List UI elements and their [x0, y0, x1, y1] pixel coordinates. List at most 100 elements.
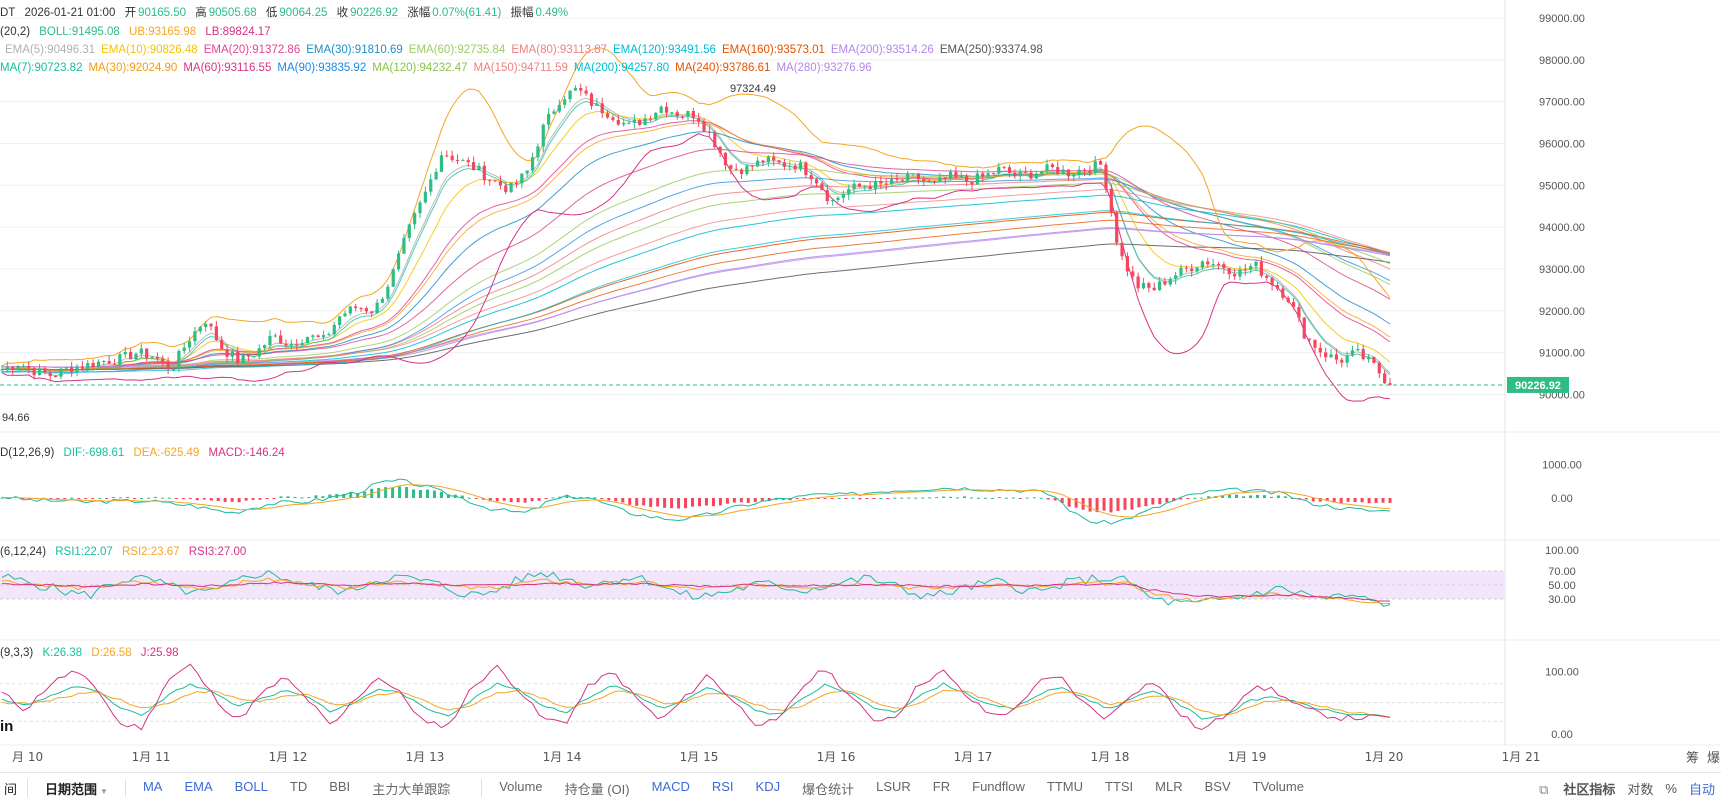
sub-indicator-tab-bsv[interactable]: BSV	[1204, 778, 1231, 794]
candle-body	[681, 116, 685, 118]
ema-legend[interactable]: EMA(5):90496.31 EMA(10):90826.48 EMA(20):9…	[5, 43, 1049, 57]
sub-indicator-tab-oi[interactable]: 持仓量 (OI)	[564, 781, 630, 797]
date-range-button[interactable]: 日期范围 ▼	[45, 781, 108, 797]
candle-body	[423, 191, 427, 203]
candle-body	[118, 354, 122, 365]
macd-legend[interactable]: D(12,26,9) DIF:-698.61 DEA:-625.49 MACD:…	[0, 446, 291, 460]
bar-time: 2026-01-21 01:00	[24, 7, 116, 19]
sub-indicator-tab-mlr[interactable]: MLR	[1155, 778, 1183, 794]
kdj-legend[interactable]: (9,3,3) K:26.38 D:26.58 J:25.98	[0, 646, 185, 660]
macd-histogram-bar	[928, 497, 932, 499]
candle-body	[536, 146, 540, 158]
main-indicator-tab-boll[interactable]: BOLL	[234, 778, 268, 794]
amplitude-label: 振幅	[510, 7, 534, 19]
macd-histogram-bar	[181, 498, 185, 500]
chart-canvas[interactable]: 1000.00 0.00 100.00 70.00 50.00 30.00 100.00…	[0, 0, 1721, 772]
sub-indicator-tab-fr[interactable]: FR	[932, 778, 951, 794]
kdj-pane: 100.00 0.00	[0, 663, 1579, 741]
candle-body	[32, 367, 36, 376]
candle-body	[493, 180, 497, 182]
rsi-line-1	[1, 569, 1391, 607]
candle-body	[407, 224, 411, 238]
macd-histogram-bar	[1346, 498, 1350, 502]
candle-body	[772, 156, 776, 161]
sub-indicator-tab-ttsi[interactable]: TTSI	[1105, 778, 1134, 794]
high-price-marker: 97324.49	[730, 83, 776, 95]
candle-body	[102, 361, 106, 363]
candle-body	[627, 122, 631, 124]
macd-histogram-bar	[1165, 498, 1169, 503]
candle-body	[321, 335, 326, 338]
corner-label-chips[interactable]: 筹	[1686, 750, 1699, 766]
log-scale-toggle[interactable]: 对数	[1627, 781, 1654, 797]
interval-tab-cut[interactable]: 间	[4, 781, 18, 797]
macd-histogram-bar	[1207, 496, 1211, 498]
candle-body	[354, 306, 358, 309]
candle-body	[59, 368, 63, 377]
candle-body	[418, 202, 422, 214]
candle-body	[563, 99, 567, 105]
macd-histogram-bar	[139, 497, 143, 499]
ma-line-150	[2, 189, 1391, 368]
kdj-params: (9,3,3)	[0, 647, 34, 659]
candle-body	[622, 122, 626, 125]
auto-scale-toggle[interactable]: 自动	[1688, 781, 1715, 797]
ema-legend-item-1: EMA(10):90826.48	[101, 44, 198, 56]
ema-legend-item-9: EMA(250):93374.98	[939, 44, 1043, 56]
macd-histogram-bar	[258, 498, 262, 500]
macd-histogram-bar	[1102, 498, 1106, 511]
sub-indicator-tab-rsi[interactable]: RSI	[711, 778, 734, 794]
candle-body	[959, 176, 963, 178]
candle-body	[338, 316, 342, 325]
boll-legend[interactable]: (20,2) BOLL:91495.08 UB:93165.98 LB:8982…	[0, 25, 277, 39]
percent-scale-toggle[interactable]: %	[1665, 780, 1677, 796]
sub-indicator-tab-macd[interactable]: MACD	[651, 778, 690, 794]
macd-histogram-bar	[467, 497, 471, 499]
main-indicator-tab-[interactable]: 主力大单跟踪	[372, 781, 451, 797]
candle-body	[1270, 277, 1274, 286]
main-indicator-tab-bbi[interactable]: BBI	[329, 778, 351, 794]
candle-body	[943, 177, 947, 179]
candle-body	[514, 182, 519, 184]
candle-body	[820, 183, 824, 191]
macd-histogram-bar	[844, 498, 848, 499]
macd-histogram-bar	[760, 498, 764, 501]
candle-body	[1104, 164, 1108, 189]
candle-body	[48, 372, 52, 376]
price-tick-label: 96000.00	[1539, 138, 1585, 150]
macd-histogram-bar	[732, 498, 736, 503]
ma-legend[interactable]: MA(7):90723.82 MA(30):92024.90 MA(60):9311…	[0, 61, 878, 75]
macd-histogram-bar	[1130, 498, 1134, 510]
rsi-line-3	[1, 581, 1391, 602]
sub-indicator-tab-kdj[interactable]: KDJ	[755, 778, 781, 794]
macd-histogram-bar	[1388, 498, 1392, 503]
candle-body	[1045, 164, 1049, 172]
main-indicator-tab-ma[interactable]: MA	[142, 778, 163, 794]
candle-body	[1168, 278, 1172, 285]
sub-indicator-tab-ttmu[interactable]: TTMU	[1046, 778, 1083, 794]
candle-body	[847, 188, 851, 195]
macd-histogram-bar	[1318, 498, 1322, 502]
macd-histogram-bar	[1332, 498, 1336, 503]
main-indicator-tab-td[interactable]: TD	[289, 778, 308, 794]
community-indicators-button[interactable]: ⧉ 社区指标	[1539, 781, 1616, 797]
macd-histogram-bar	[1228, 494, 1232, 498]
sub-indicator-tab-volume[interactable]: Volume	[499, 778, 543, 794]
sub-indicator-tab-fundflow[interactable]: Fundflow	[972, 778, 1025, 794]
sub-indicator-tab-[interactable]: 爆仓统计	[802, 781, 855, 797]
corner-label-liquidation[interactable]: 爆	[1707, 751, 1720, 766]
candle-body	[734, 168, 738, 170]
main-indicator-tab-ema[interactable]: EMA	[184, 778, 213, 794]
change-label: 涨幅	[407, 7, 431, 19]
rsi-legend[interactable]: (6,12,24) RSI1:22.07 RSI2:23.67 RSI3:27.…	[0, 545, 252, 559]
sub-indicator-tab-lsur[interactable]: LSUR	[876, 778, 911, 794]
sub-indicator-tab-tvolume[interactable]: TVolume	[1252, 778, 1304, 794]
candle-body	[96, 361, 101, 368]
ema-line-120	[1, 194, 1391, 371]
macd-histogram-bar	[1353, 498, 1357, 503]
candle-body	[375, 302, 379, 314]
candle-body	[884, 183, 888, 185]
ma-line-280	[2, 228, 1391, 368]
close-label: 收	[336, 7, 349, 19]
ema-legend-item-8: EMA(200):93514.26	[830, 44, 934, 56]
